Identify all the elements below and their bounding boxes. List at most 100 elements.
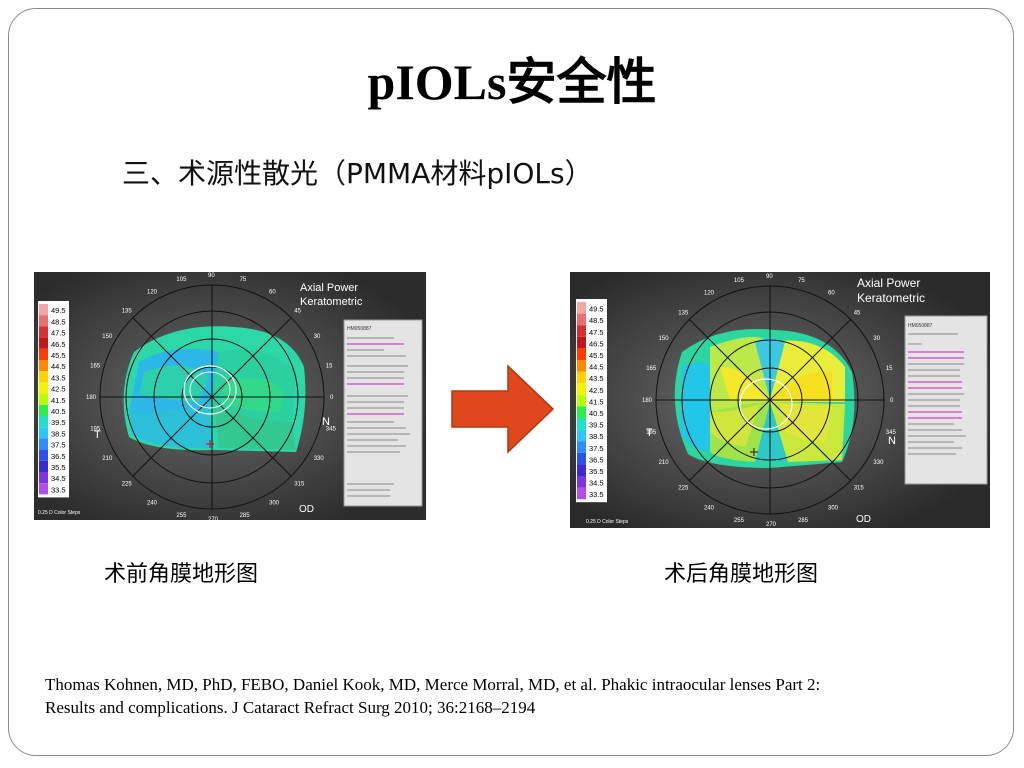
- temporal-label: T: [94, 429, 101, 441]
- degree-tick-label: 135: [122, 309, 133, 315]
- scale-swatch: [39, 483, 48, 495]
- degree-tick-label: 105: [734, 278, 745, 284]
- degree-tick-label: 195: [90, 427, 101, 433]
- color-scale: 49.5 48.5 47.5 46.5 45.5 44.5 43.5 42.5 41.5 40.5…: [38, 301, 69, 498]
- degree-tick-label: 345: [326, 427, 337, 433]
- degree-tick-label: 15: [886, 366, 893, 372]
- scale-label: 43.5: [51, 373, 66, 382]
- scale-label: 36.5: [51, 452, 66, 461]
- degree-tick-label: 120: [704, 291, 715, 297]
- scale-swatch: [577, 348, 586, 360]
- scale-label: 33.5: [589, 490, 604, 499]
- axis-marker: [206, 440, 214, 448]
- scale-label: 49.5: [589, 305, 604, 314]
- scale-swatch: [39, 393, 48, 405]
- eye-label: OD: [856, 514, 871, 525]
- scale-swatch: [39, 460, 48, 472]
- degree-tick-label: 15: [326, 363, 333, 369]
- scale-label: 47.5: [51, 329, 66, 338]
- scale-label: 48.5: [51, 317, 66, 326]
- scale-label: 41.5: [51, 396, 66, 405]
- degree-tick-label: 270: [766, 522, 777, 528]
- scale-swatch: [577, 476, 586, 488]
- right-arrow-icon: [451, 364, 555, 454]
- scale-label: 45.5: [589, 351, 604, 360]
- panel-patient-id: HM050887: [347, 326, 372, 332]
- scale-swatch: [577, 452, 586, 465]
- degree-tick-label: 60: [269, 289, 276, 295]
- scale-label: 37.5: [51, 441, 66, 450]
- color-steps-label: 0.25 D Color Steps: [38, 510, 81, 516]
- panel-patient-id: HM050887: [908, 323, 933, 329]
- distance-rings: [99, 284, 325, 510]
- degree-tick-label: 300: [269, 501, 280, 507]
- scale-swatch: [39, 315, 48, 327]
- citation-line-2: Results and complications. J Cataract Re…: [45, 698, 536, 717]
- degree-tick-label: 330: [314, 456, 325, 462]
- scale-label: 40.5: [51, 407, 66, 416]
- degree-ticks: 15 30 45 60 75 90 105 120 135 150 165 180 195 210 225 2…: [642, 274, 896, 528]
- degree-tick-label: 285: [240, 513, 251, 519]
- degree-tick-label: 0: [890, 398, 894, 404]
- degree-tick-label: 30: [873, 336, 880, 342]
- scale-label: 38.5: [589, 432, 604, 441]
- scale-label: 34.5: [51, 474, 66, 483]
- scale-swatch: [577, 336, 586, 349]
- slide-title: pIOLs安全性: [367, 54, 657, 110]
- scale-label: 36.5: [589, 455, 604, 464]
- scale-swatch: [39, 472, 48, 484]
- scale-swatch: [577, 371, 586, 384]
- nasal-label: N: [888, 435, 896, 447]
- degree-tick-label: 270: [208, 517, 219, 520]
- degree-tick-label: 45: [294, 309, 301, 315]
- slide-subtitle: 三、术源性散光（PMMA材料pIOLs）: [122, 157, 593, 190]
- map-header-line2: Keratometric: [300, 296, 363, 308]
- pupil-inner: [189, 371, 231, 409]
- degree-tick-label: 150: [102, 334, 113, 340]
- scale-label: 49.5: [51, 306, 66, 315]
- scale-swatch: [577, 313, 586, 326]
- degree-tick-label: 150: [659, 336, 670, 342]
- degree-tick-label: 45: [854, 310, 861, 316]
- scale-swatch: [39, 449, 48, 461]
- scale-swatch: [39, 360, 48, 372]
- degree-tick-label: 195: [646, 430, 657, 436]
- degree-tick-label: 75: [240, 277, 247, 283]
- scale-label: 35.5: [51, 463, 66, 472]
- scale-label: 42.5: [589, 386, 604, 395]
- citation-line-1: Thomas Kohnen, MD, PhD, FEBO, Daniel Koo…: [45, 675, 821, 694]
- degree-tick-label: 240: [147, 501, 158, 507]
- degree-tick-label: 315: [854, 486, 865, 492]
- degree-tick-label: 345: [886, 430, 897, 436]
- degree-tick-label: 180: [642, 398, 653, 404]
- eye-label: OD: [299, 504, 314, 515]
- scale-label: 46.5: [51, 340, 66, 349]
- scale-label: 44.5: [589, 363, 604, 372]
- map-header-line2: Keratometric: [857, 291, 925, 305]
- scale-label: 44.5: [51, 362, 66, 371]
- map-header-line1: Axial Power: [857, 276, 920, 290]
- degree-tick-label: 225: [678, 486, 689, 492]
- degree-tick-label: 180: [86, 395, 97, 401]
- scale-swatch: [577, 325, 586, 337]
- corneal-color-map: [123, 326, 306, 452]
- scale-swatch: [577, 394, 586, 407]
- degree-tick-label: 0: [330, 395, 334, 401]
- scale-swatch: [577, 383, 586, 395]
- measurement-panel: HM050887: [343, 319, 423, 507]
- degree-tick-label: 90: [208, 273, 215, 279]
- scale-swatch: [39, 404, 48, 416]
- scale-swatch: [577, 418, 586, 430]
- scale-swatch: [39, 382, 48, 394]
- scale-label: 37.5: [589, 444, 604, 453]
- scale-label: 46.5: [589, 339, 604, 348]
- degree-tick-label: 90: [766, 274, 773, 280]
- postop-caption: 术后角膜地形图: [664, 562, 819, 587]
- scale-swatch: [39, 427, 48, 439]
- scale-label: 35.5: [589, 467, 604, 476]
- nasal-label: N: [322, 416, 330, 428]
- temporal-label: T: [646, 427, 653, 439]
- postop-topography-map: 49.5 48.5 47.5 46.5 45.5 44.5 43.5 42.5 41.5 40.5…: [570, 272, 990, 528]
- color-scale: 49.5 48.5 47.5 46.5 45.5 44.5 43.5 42.5 41.5 40.5…: [576, 299, 607, 503]
- scale-swatch: [577, 406, 586, 418]
